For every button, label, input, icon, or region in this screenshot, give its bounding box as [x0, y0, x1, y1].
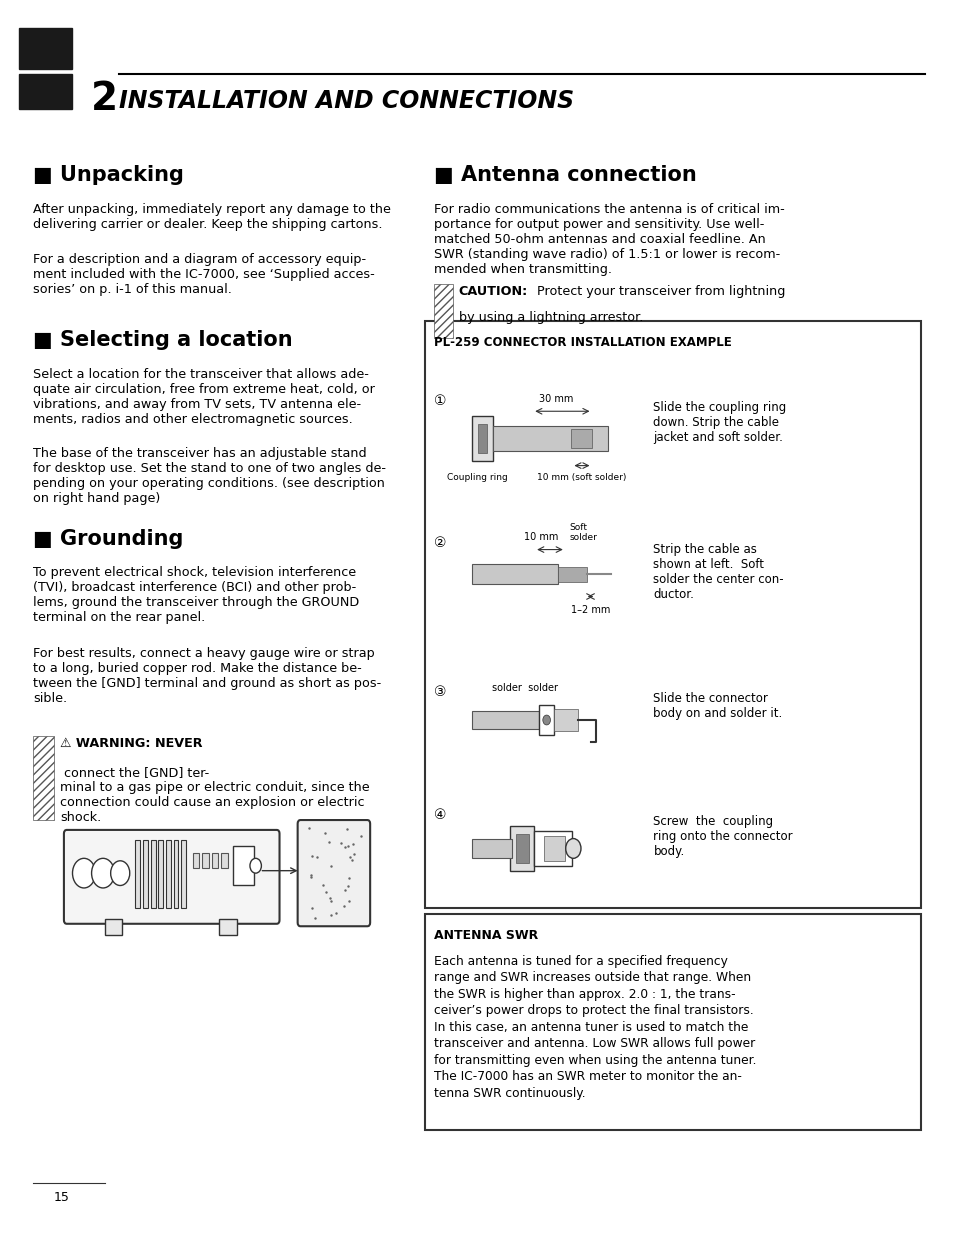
Bar	[105, 919, 122, 935]
Text: CAUTION:: CAUTION:	[458, 285, 528, 299]
Bar	[510, 826, 534, 871]
Circle shape	[72, 858, 95, 888]
Bar	[534, 831, 572, 866]
Bar	[212, 853, 218, 868]
Bar	[477, 424, 487, 453]
Text: ④: ④	[434, 808, 446, 823]
Text: Screw  the  coupling
ring onto the connector
body.: Screw the coupling ring onto the connect…	[653, 815, 792, 858]
Text: The base of the transceiver has an adjustable stand
for desktop use. Set the sta: The base of the transceiver has an adjus…	[33, 447, 386, 505]
Bar	[472, 839, 512, 858]
Bar	[516, 834, 528, 863]
Text: 10 mm: 10 mm	[523, 532, 558, 542]
Text: 10 mm (soft solder): 10 mm (soft solder)	[537, 473, 626, 482]
Bar	[19, 28, 71, 69]
Circle shape	[111, 861, 130, 885]
Text: PL-259 CONNECTOR INSTALLATION EXAMPLE: PL-259 CONNECTOR INSTALLATION EXAMPLE	[434, 336, 731, 350]
Text: 2: 2	[91, 80, 117, 117]
Text: solder  solder: solder solder	[491, 683, 558, 693]
Bar	[434, 284, 453, 338]
Bar	[202, 853, 209, 868]
Bar	[424, 321, 920, 908]
Text: 1–2 mm: 1–2 mm	[570, 605, 610, 615]
Bar	[558, 567, 586, 582]
Text: 30 mm: 30 mm	[538, 394, 573, 404]
Text: ③: ③	[434, 684, 446, 699]
Text: Slide the connector
body on and solder it.: Slide the connector body on and solder i…	[653, 692, 781, 720]
Text: +: +	[252, 861, 259, 871]
Text: For best results, connect a heavy gauge wire or strap
to a long, buried copper r: For best results, connect a heavy gauge …	[33, 647, 381, 705]
Bar	[543, 836, 564, 861]
Bar	[472, 564, 558, 584]
Bar	[554, 709, 578, 731]
Text: To prevent electrical shock, television interference
(TVI), broadcast interferen: To prevent electrical shock, television …	[33, 566, 359, 624]
Text: Select a location for the transceiver that allows ade-
quate air circulation, fr: Select a location for the transceiver th…	[33, 368, 375, 426]
Circle shape	[250, 858, 261, 873]
Circle shape	[91, 858, 114, 888]
Text: Coupling ring: Coupling ring	[446, 473, 507, 482]
Text: ⚠ WARNING: NEVER: ⚠ WARNING: NEVER	[60, 737, 202, 751]
Text: For a description and a diagram of accessory equip-
ment included with the IC-70: For a description and a diagram of acces…	[33, 253, 375, 296]
FancyBboxPatch shape	[297, 820, 370, 926]
Text: connect the [GND] ter-
minal to a gas pipe or electric conduit, since the
connec: connect the [GND] ter- minal to a gas pi…	[60, 766, 370, 824]
Text: After unpacking, immediately report any damage to the
delivering carrier or deal: After unpacking, immediately report any …	[33, 203, 391, 231]
Text: For radio communications the antenna is of critical im-
portance for output powe: For radio communications the antenna is …	[434, 203, 784, 275]
Bar	[424, 914, 920, 1130]
Text: Protect your transceiver from lightning: Protect your transceiver from lightning	[533, 285, 785, 299]
Text: ■ Selecting a location: ■ Selecting a location	[33, 330, 293, 350]
Text: ■ Antenna connection: ■ Antenna connection	[434, 165, 696, 185]
Text: ANTENNA SWR: ANTENNA SWR	[434, 929, 537, 942]
Text: Strip the cable as
shown at left.  Soft
solder the center con-
ductor.: Strip the cable as shown at left. Soft s…	[653, 543, 783, 601]
Bar	[538, 705, 554, 735]
Bar	[472, 416, 493, 461]
Bar	[193, 853, 199, 868]
Bar	[19, 74, 71, 109]
Text: 15: 15	[54, 1191, 70, 1204]
Text: ■ Grounding: ■ Grounding	[33, 529, 184, 548]
Bar	[472, 711, 538, 729]
Bar	[166, 840, 171, 908]
Bar	[135, 840, 140, 908]
Bar	[143, 840, 148, 908]
Text: ①: ①	[434, 394, 446, 409]
Text: Slide the coupling ring
down. Strip the cable
jacket and soft solder.: Slide the coupling ring down. Strip the …	[653, 401, 786, 445]
Bar	[181, 840, 186, 908]
Bar	[158, 840, 163, 908]
Text: ■ Unpacking: ■ Unpacking	[33, 165, 184, 185]
Text: Each antenna is tuned for a specified frequency
range and SWR increases outside : Each antenna is tuned for a specified fr…	[434, 955, 756, 1099]
Bar	[151, 840, 155, 908]
Circle shape	[565, 839, 580, 858]
Bar	[221, 853, 228, 868]
Bar	[493, 426, 607, 451]
Text: by using a lightning arrestor.: by using a lightning arrestor.	[458, 311, 642, 325]
Bar	[33, 736, 54, 820]
Bar	[219, 919, 236, 935]
Circle shape	[542, 715, 550, 725]
Bar	[571, 429, 592, 448]
Bar	[173, 840, 178, 908]
Text: Soft
solder: Soft solder	[569, 522, 597, 542]
Text: INSTALLATION AND CONNECTIONS: INSTALLATION AND CONNECTIONS	[119, 89, 574, 114]
FancyBboxPatch shape	[64, 830, 279, 924]
Bar	[233, 846, 253, 885]
Text: ②: ②	[434, 536, 446, 551]
